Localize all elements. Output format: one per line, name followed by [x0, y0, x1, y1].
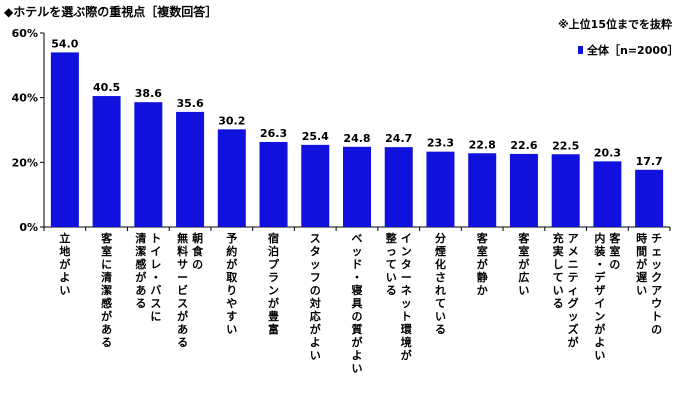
x-category-label: ト イ レ ・ バ ス に清 潔 感 が あ る [133, 232, 163, 323]
x-category-label-line: 充 実 し て い る [552, 232, 564, 310]
x-category-label: イ ン タ ー ネ ッ ト 環 境 が整 っ て い る [384, 232, 414, 362]
x-category-label-line: 整 っ て い る [385, 232, 397, 297]
x-category-label-line: 客 室 が 広 い [518, 232, 530, 297]
x-category-label-line: ア メ ニ テ ィ グ ッ ズ が [567, 232, 579, 349]
x-category-label: ア メ ニ テ ィ グ ッ ズ が充 実 し て い る [551, 232, 581, 349]
bar [217, 129, 246, 227]
data-label: 40.5 [93, 81, 120, 94]
x-category-label-line: ス タ ッ フ の 対 応 が よ い [309, 232, 321, 362]
x-category-label-line: 予 約 が 取 り や す い [226, 232, 238, 336]
legend-swatch [578, 46, 583, 54]
x-category-label-line: 客 室 の [609, 232, 621, 271]
data-label: 17.7 [636, 155, 663, 168]
x-category-label: ベ ッ ド ・ 寝 具 の 質 が よ い [350, 232, 365, 375]
x-category-label-line: 立 地 が よ い [59, 232, 71, 297]
data-label: 24.7 [385, 132, 412, 145]
x-category-label: 予 約 が 取 り や す い [224, 232, 239, 336]
bar [593, 161, 622, 227]
data-label: 30.2 [218, 114, 245, 127]
bar [426, 151, 455, 227]
bar [259, 141, 288, 227]
bar [635, 169, 664, 227]
bar [509, 153, 538, 227]
bar [301, 144, 330, 227]
x-category-label: 客 室 が 静 か [475, 232, 490, 297]
x-category-label: 宿 泊 プ ラ ン が 豊 富 [266, 232, 281, 336]
x-category-label-line: ト イ レ ・ バ ス に [150, 232, 162, 323]
x-category-label-line: 分 煙 化 さ れ て い る [434, 232, 446, 336]
bar [384, 147, 413, 227]
bar [343, 146, 371, 227]
data-label: 22.5 [552, 139, 579, 152]
data-label: 25.4 [302, 130, 329, 143]
bar [176, 111, 205, 227]
legend-label: 全体［n=2000］ [586, 43, 679, 57]
bar [50, 52, 79, 228]
data-label: 24.8 [343, 132, 370, 145]
data-label: 23.3 [427, 137, 454, 150]
x-category-label-line: イ ン タ ー ネ ッ ト 環 境 が [400, 232, 412, 362]
x-category-label: 立 地 が よ い [57, 232, 72, 297]
x-category-label-line: チ ェ ッ ク ア ウ ト の [651, 232, 663, 336]
x-category-label: チ ェ ッ ク ア ウ ト の時 間 が 遅 い [634, 232, 664, 336]
x-category-label: 朝 食 の無 料 サ ー ビ ス が あ る [175, 232, 205, 349]
y-tick-label: 60% [12, 27, 38, 40]
legend: 全体［n=2000］ [578, 43, 679, 57]
bars [50, 52, 664, 228]
data-label: 26.3 [260, 127, 287, 140]
x-category-label-line: 朝 食 の [192, 232, 204, 271]
bar [134, 102, 163, 227]
x-category-label-line: 客 室 に 清 潔 感 が あ る [101, 232, 113, 349]
bar [468, 153, 497, 227]
data-label: 22.8 [469, 138, 496, 151]
x-category-label: 客 室 の内 装 ・ デ ザ イ ン が よ い [592, 232, 622, 362]
data-label: 54.0 [51, 37, 78, 50]
x-category-label: 分 煙 化 さ れ て い る [433, 232, 448, 336]
y-tick-label: 20% [12, 156, 38, 169]
x-category-label-line: 清 潔 感 が あ る [135, 232, 147, 310]
chart-note: ※上位15位までを抜粋 [557, 18, 672, 31]
y-tick-label: 40% [12, 92, 38, 105]
data-label: 38.6 [135, 87, 162, 100]
bar [551, 154, 580, 227]
x-category-label-line: 内 装 ・ デ ザ イ ン が よ い [594, 232, 606, 362]
x-category-label: ス タ ッ フ の 対 応 が よ い [308, 232, 323, 362]
data-labels: 54.0 40.5 38.6 35.6 30.2 26.3 25.4 24.8 24.7 23.3… [51, 37, 662, 167]
chart-title: ◆ホテルを選ぶ際の重視点［複数回答］ [4, 5, 218, 19]
data-label: 35.6 [176, 97, 203, 110]
x-category-label-line: 客 室 が 静 か [476, 232, 488, 297]
x-category-label-line: 無 料 サ ー ビ ス が あ る [177, 232, 189, 349]
data-label: 22.6 [510, 139, 537, 152]
y-tick-label: 0% [19, 221, 38, 234]
x-category-label-line: 宿 泊 プ ラ ン が 豊 富 [268, 232, 280, 336]
x-category-label-line: 時 間 が 遅 い [636, 232, 648, 297]
x-category-label-line: ベ ッ ド ・ 寝 具 の 質 が よ い [351, 232, 363, 375]
bar [92, 96, 121, 227]
data-label: 20.3 [594, 146, 621, 159]
x-category-label: 客 室 に 清 潔 感 が あ る [99, 232, 114, 349]
x-category-label: 客 室 が 広 い [516, 232, 531, 297]
